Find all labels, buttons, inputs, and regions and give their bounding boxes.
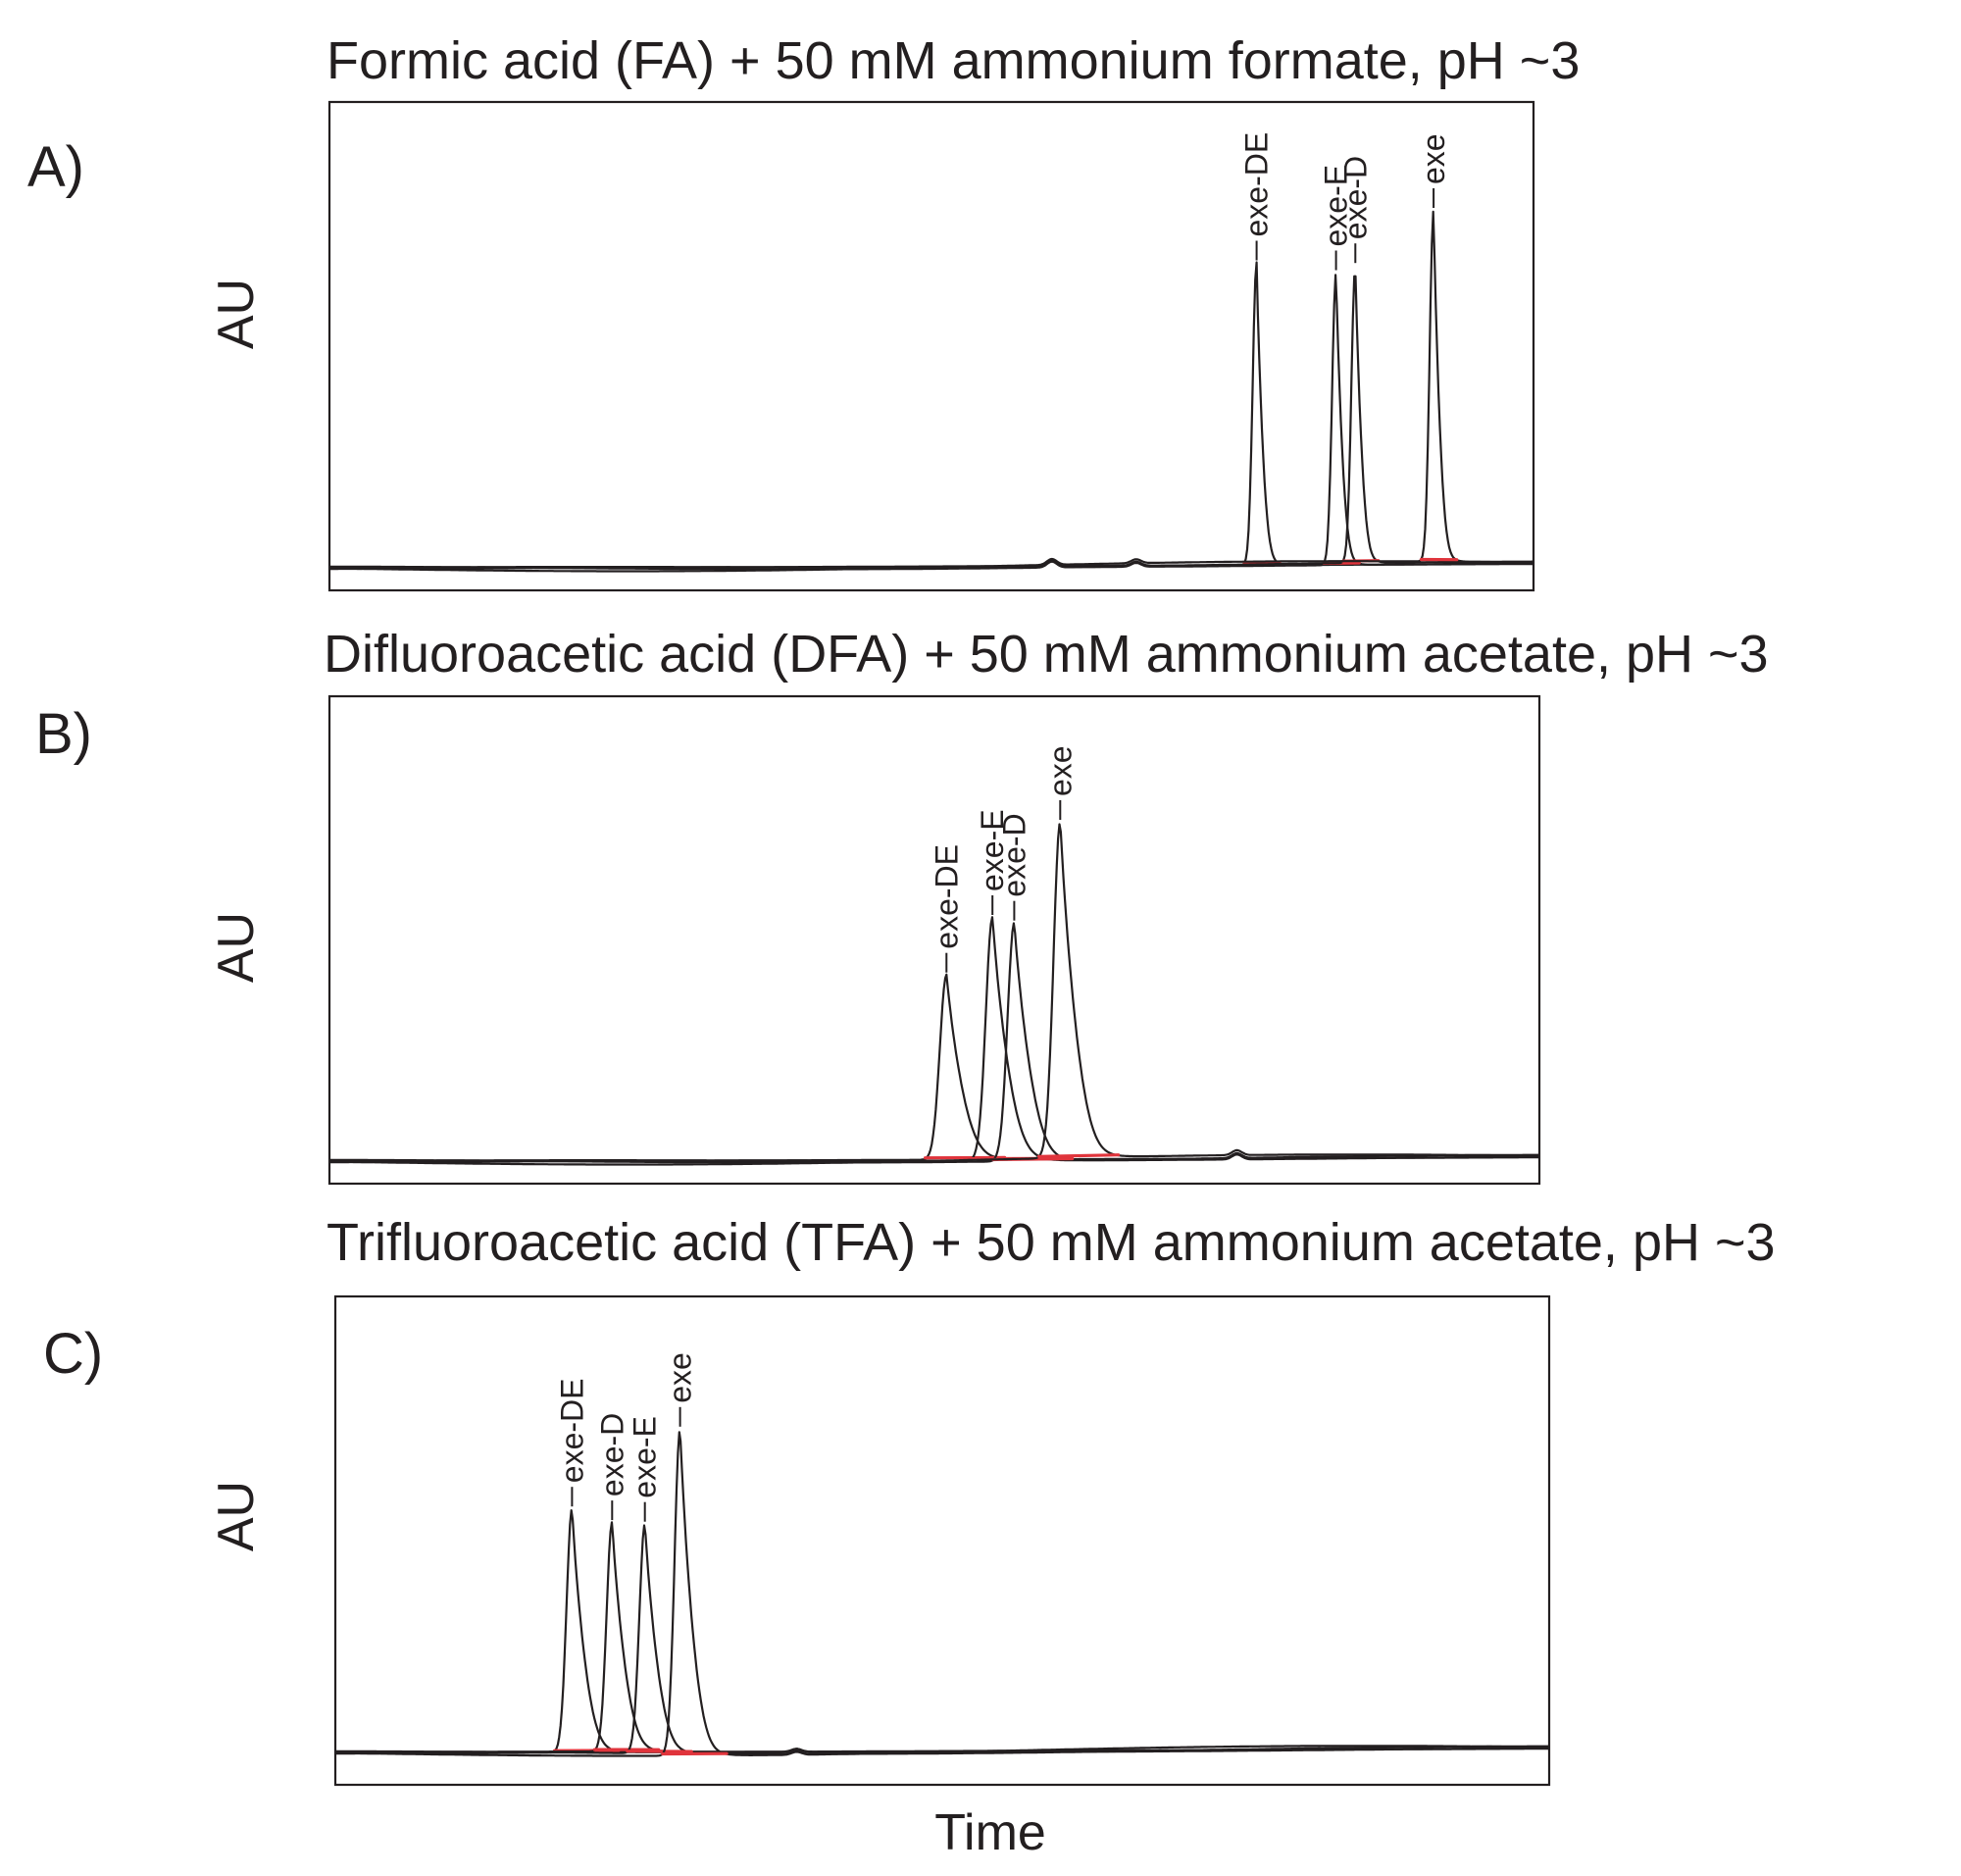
panel-a-peak-label-4: exe xyxy=(1416,133,1451,184)
panel-c-trace-4 xyxy=(335,1431,1549,1757)
panel-b-ylabel: AU xyxy=(208,912,265,983)
panel-b-peak-label-2: exe-E xyxy=(975,809,1010,891)
panel-b-trace-3 xyxy=(329,922,1539,1164)
panel-c-trace-1 xyxy=(335,1509,1550,1755)
panel-b-integration-4 xyxy=(1036,1153,1121,1159)
panel-c-ylabel: AU xyxy=(208,1481,265,1551)
panel-c-peak-label-2: exe-D xyxy=(594,1413,629,1496)
panel-b-trace-1 xyxy=(329,973,1539,1164)
panel-c: C) Trifluoroacetic acid (TFA) + 50 mM am… xyxy=(43,1213,1776,1861)
panel-b-peak-label-3: exe-D xyxy=(996,813,1031,896)
panel-c-trace-3 xyxy=(335,1524,1549,1755)
panel-a-trace-3 xyxy=(329,275,1534,571)
panel-b-trace-4 xyxy=(329,823,1539,1166)
panel-a-ylabel: AU xyxy=(208,279,265,349)
panel-a-letter: A) xyxy=(27,135,84,199)
panel-b-title: Difluoroacetic acid (DFA) + 50 mM ammoni… xyxy=(324,625,1769,684)
panel-c-peak-label-3: exe-E xyxy=(628,1416,663,1498)
panel-c-letter: C) xyxy=(43,1322,103,1386)
panel-b: B) Difluoroacetic acid (DFA) + 50 mM amm… xyxy=(35,625,1769,1186)
panel-a-title: Formic acid (FA) + 50 mM ammonium format… xyxy=(327,31,1580,90)
panel-c-title: Trifluoroacetic acid (TFA) + 50 mM ammon… xyxy=(327,1213,1776,1272)
panel-a-peak-label-2: exe-E xyxy=(1319,165,1354,247)
panel-b-peak-label-1: exe-DE xyxy=(929,844,964,949)
panel-a: A) Formic acid (FA) + 50 mM ammonium for… xyxy=(27,31,1580,592)
panel-b-peak-label-4: exe xyxy=(1042,745,1078,796)
panel-a-peak-label-3: exe-D xyxy=(1337,156,1373,239)
panel-c-frame xyxy=(333,1294,1551,1787)
panel-c-peak-label-4: exe xyxy=(663,1352,698,1403)
panel-c-trace-2 xyxy=(335,1521,1549,1754)
panel-a-frame xyxy=(327,100,1535,592)
panel-a-peak-label-1: exe-DE xyxy=(1239,132,1275,237)
panel-b-letter: B) xyxy=(35,702,92,766)
panel-c-xlabel: Time xyxy=(934,1804,1046,1861)
panel-c-peak-label-1: exe-DE xyxy=(554,1378,589,1483)
panel-a-trace-4 xyxy=(329,210,1534,573)
panel-b-frame xyxy=(327,694,1541,1186)
